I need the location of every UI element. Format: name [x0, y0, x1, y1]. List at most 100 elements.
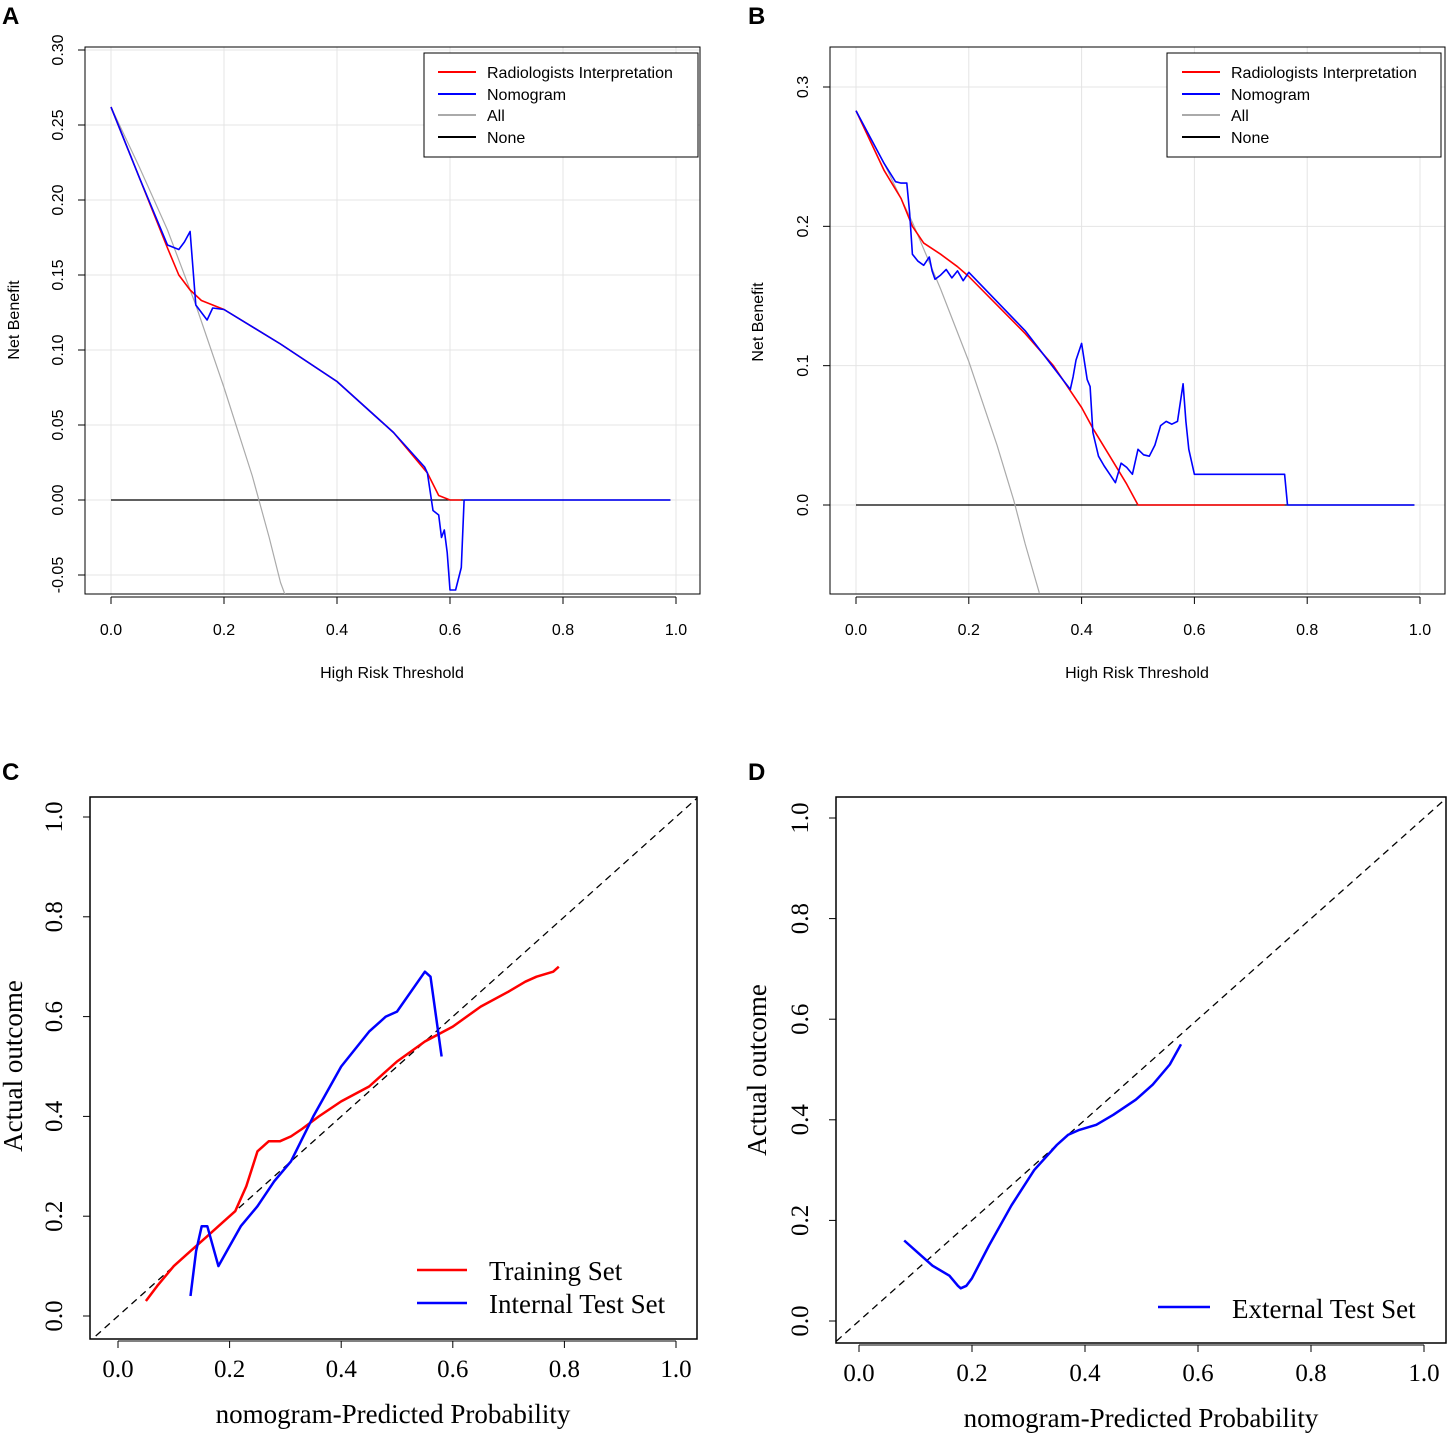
panel-c-x-tick-label: 0.8 [549, 1356, 580, 1383]
panel-d-x-tick-label: 0.2 [956, 1360, 987, 1387]
panel-a-series-radiologists-interpretation [110, 106, 462, 501]
panel-d-x-tick-label: 0.0 [843, 1360, 874, 1387]
panel-b-legend-nomogram: Nomogram [1231, 87, 1310, 104]
panel-b-x-tick-label: 0.0 [845, 622, 867, 639]
panel-c-letter: C [2, 759, 19, 786]
panel-b-x-tick-label: 0.8 [1296, 622, 1318, 639]
panel-a-series-all [110, 106, 286, 594]
panel-b-x-ticks: 0.0 0.2 0.4 0.6 0.8 1.0 [845, 596, 1431, 639]
panel-a-x-ticks: 0.0 0.2 0.4 0.6 0.8 1.0 [100, 596, 687, 639]
panel-a-x-axis-label: High Risk Threshold [320, 665, 464, 682]
panel-a-x-tick-label: 0.4 [326, 622, 348, 639]
panel-b-y-axis-label: Net Benefit [750, 282, 767, 362]
panel-a-x-tick-label: 0.6 [439, 622, 461, 639]
panel-d-letter: D [748, 759, 765, 786]
panel-c-y-tick-label: 0.0 [41, 1300, 68, 1331]
panel-b-legend-radiologists: Radiologists Interpretation [1231, 65, 1417, 82]
panel-a-y-tick-label: 0.30 [50, 34, 67, 65]
panel-a-y-tick-label: 0.25 [50, 109, 67, 140]
panel-a-legend-all: All [487, 108, 505, 125]
panel-a-y-axis-label: Net Benefit [6, 280, 23, 360]
panel-c-y-tick-label: 0.8 [41, 901, 68, 932]
panel-a-legend-nomogram: Nomogram [487, 87, 566, 104]
panel-b-x-tick-label: 0.2 [958, 622, 980, 639]
panel-b-y-tick-label: 0.3 [795, 76, 812, 98]
panel-b-series-nomogram [855, 110, 1415, 506]
panel-b-x-tick-label: 0.4 [1070, 622, 1092, 639]
panel-d-y-tick-label: 1.0 [787, 802, 814, 833]
panel-b-legend-box [1166, 52, 1442, 158]
panel-c-y-ticks: 0.0 0.2 0.4 0.6 0.8 1.0 [41, 801, 91, 1332]
panel-d-x-tick-label: 0.4 [1069, 1360, 1101, 1387]
panel-c-y-tick-label: 0.2 [41, 1201, 68, 1232]
panel-b-y-tick-label: 0.1 [795, 354, 812, 376]
panel-a-y-tick-label: 0.05 [50, 409, 67, 440]
panel-b-x-tick-label: 0.6 [1183, 622, 1205, 639]
panel-b-y-tick-label: 0.0 [795, 494, 812, 516]
panel-d-y-tick-label: 0.2 [787, 1205, 814, 1236]
panel-d-x-tick-label: 1.0 [1408, 1360, 1439, 1387]
panel-c-y-tick-label: 1.0 [41, 801, 68, 832]
panel-a-series [110, 106, 671, 594]
panel-b-y-tick-label: 0.2 [795, 215, 812, 237]
panel-a-y-ticks: -0.05 0.00 0.05 0.10 0.15 0.20 0.25 0.30 [50, 34, 86, 594]
panel-c-y-tick-label: 0.4 [41, 1100, 68, 1132]
panel-a-legend: Radiologists Interpretation Nomogram All… [423, 52, 699, 158]
panel-c-x-tick-label: 0.0 [102, 1356, 133, 1383]
panel-a-series-nomogram [110, 106, 671, 591]
panel-c-x-axis-label: nomogram-Predicted Probability [216, 1399, 571, 1429]
panel-a-letter: A [2, 3, 19, 30]
panel-a-y-tick-label: 0.20 [50, 184, 67, 215]
panel-d-y-tick-label: 0.4 [787, 1104, 814, 1136]
panel-a: A 0.0 0.2 0.4 0.6 0.8 1.0 -0.05 0.00 0.05 0.10 0.… [2, 3, 701, 682]
panel-d-y-tick-label: 0.6 [787, 1004, 814, 1035]
panel-d-y-ticks: 0.0 0.2 0.4 0.6 0.8 1.0 [787, 802, 837, 1337]
panel-c-x-tick-label: 1.0 [660, 1356, 691, 1383]
panel-a-x-tick-label: 0.2 [213, 622, 235, 639]
panel-d-x-axis-label: nomogram-Predicted Probability [964, 1403, 1319, 1433]
panel-b-y-ticks: 0.0 0.1 0.2 0.3 [795, 76, 831, 516]
panel-b-x-axis-label: High Risk Threshold [1065, 665, 1209, 682]
panel-d-legend-external: External Test Set [1232, 1294, 1416, 1324]
panel-d-y-axis-label: Actual outcome [742, 984, 772, 1156]
panel-d-y-tick-label: 0.0 [787, 1305, 814, 1336]
panel-d-series-external-test-set [903, 1043, 1183, 1290]
panel-b-legend: Radiologists Interpretation Nomogram All… [1166, 52, 1442, 158]
panel-b-series-all [855, 110, 1040, 593]
panel-d-legend: External Test Set [1158, 1294, 1416, 1324]
panel-d-series-reference [836, 797, 1446, 1342]
panel-c-series-internal-test-set [189, 970, 443, 1297]
panel-c-series-training-set [144, 965, 560, 1302]
panel-a-x-tick-label: 1.0 [665, 622, 687, 639]
panel-a-x-tick-label: 0.8 [552, 622, 574, 639]
panel-c-x-tick-label: 0.4 [326, 1356, 358, 1383]
panel-c-x-ticks: 0.0 0.2 0.4 0.6 0.8 1.0 [102, 1340, 692, 1383]
panel-c-y-axis-label: Actual outcome [0, 980, 28, 1152]
panel-b-legend-all: All [1231, 108, 1249, 125]
panel-b-x-tick-label: 1.0 [1409, 622, 1431, 639]
panel-a-y-tick-label: -0.05 [50, 557, 67, 594]
panel-a-x-tick-label: 0.0 [100, 622, 122, 639]
panel-a-y-tick-label: 0.15 [50, 259, 67, 290]
panel-b-letter: B [748, 3, 765, 30]
panel-a-legend-box [423, 52, 699, 158]
panel-d-y-tick-label: 0.8 [787, 903, 814, 934]
panel-c-legend-training: Training Set [489, 1256, 623, 1286]
panel-c-y-tick-label: 0.6 [41, 1001, 68, 1032]
panel-a-y-tick-label: 0.00 [50, 484, 67, 515]
panel-d-x-ticks: 0.0 0.2 0.4 0.6 0.8 1.0 [843, 1344, 1440, 1387]
panel-c-legend: Training Set Internal Test Set [417, 1256, 666, 1319]
panel-b-legend-none: None [1231, 130, 1269, 147]
panel-a-legend-none: None [487, 130, 525, 147]
panel-a-y-tick-label: 0.10 [50, 334, 67, 365]
panel-d: D 0.0 0.2 0.4 0.6 0.8 1.0 0.00.20.40.60.81.0 … [742, 759, 1447, 1433]
panel-c-x-tick-label: 0.2 [214, 1356, 245, 1383]
panel-c-series [95, 797, 697, 1337]
panel-c-x-tick-label: 0.6 [437, 1356, 468, 1383]
panel-a-legend-radiologists: Radiologists Interpretation [487, 65, 673, 82]
panel-b-series-radiologists-interpretation [855, 110, 1285, 506]
panel-b: B 0.0 0.2 0.4 0.6 0.8 1.0 0.0 0.1 0.2 0.3 High R… [748, 3, 1446, 682]
panel-d-x-tick-label: 0.8 [1295, 1360, 1326, 1387]
panel-c-legend-internal: Internal Test Set [489, 1289, 666, 1319]
